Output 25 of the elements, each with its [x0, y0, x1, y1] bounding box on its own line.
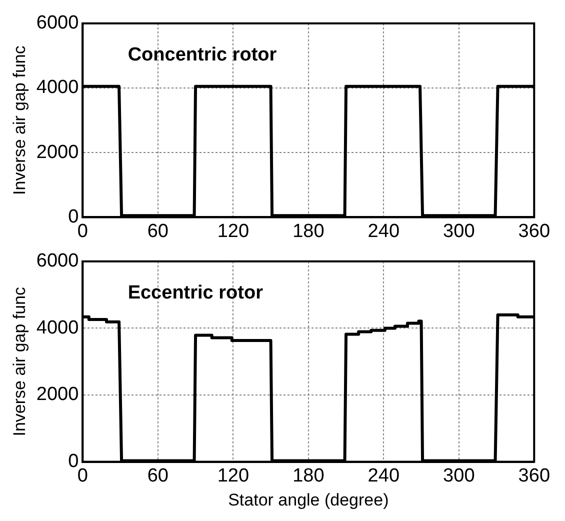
y-tick-label: 2000: [36, 142, 79, 163]
x-tick-label: 360: [518, 465, 550, 486]
y-tick-label: 4000: [36, 77, 79, 98]
x-tick-label: 120: [217, 465, 250, 486]
x-tick-label: 240: [368, 220, 400, 242]
x-axis-title: Stator angle (degree): [228, 490, 389, 510]
x-tick-label: 300: [443, 465, 475, 486]
y-axis-title: Inverse air gap func: [10, 45, 29, 195]
x-tick-label: 240: [368, 465, 400, 486]
y-axis-title: Inverse air gap func: [10, 286, 29, 436]
annotation: Eccentric rotor: [128, 282, 264, 304]
y-tick-label: 0: [68, 451, 79, 472]
x-tick-label: 120: [217, 220, 250, 242]
y-tick-label: 0: [68, 206, 79, 228]
x-tick-label: 300: [443, 220, 475, 242]
y-tick-label: 6000: [36, 250, 79, 272]
y-tick-label: 2000: [36, 384, 79, 406]
y-tick-label: 6000: [36, 12, 79, 34]
x-tick-label: 60: [147, 220, 168, 242]
x-tick-label: 360: [518, 220, 550, 242]
x-tick-label: 60: [147, 465, 168, 486]
x-tick-label: 180: [292, 220, 324, 242]
annotation: Concentric rotor: [128, 44, 278, 66]
y-tick-label: 4000: [36, 317, 79, 338]
x-tick-label: 180: [292, 465, 324, 486]
